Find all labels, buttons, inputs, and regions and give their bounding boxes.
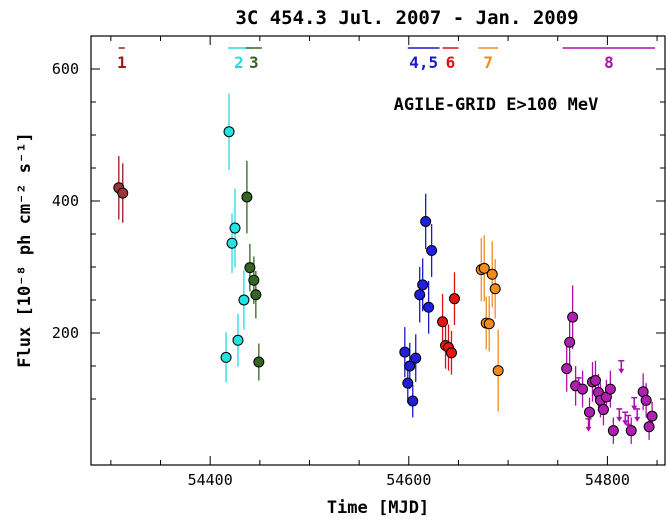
y-tick-label: 600 xyxy=(52,60,79,78)
data-point xyxy=(117,187,129,199)
data-point xyxy=(492,365,504,377)
upper-limit-arrowhead xyxy=(625,423,632,429)
series-1 xyxy=(113,156,129,223)
x-tick-label: 54400 xyxy=(188,471,233,489)
data-point xyxy=(250,289,262,301)
data-point xyxy=(232,334,244,346)
data-point xyxy=(229,222,241,234)
data-point xyxy=(220,351,232,363)
data-point xyxy=(607,425,619,437)
data-point xyxy=(564,336,576,348)
data-point xyxy=(241,191,253,203)
upper-limit-arrowhead xyxy=(622,420,629,426)
data-point xyxy=(238,294,250,306)
data-point xyxy=(244,262,256,274)
data-point xyxy=(567,311,579,323)
data-point xyxy=(420,215,432,227)
data-point xyxy=(437,316,449,328)
data-point xyxy=(399,346,411,358)
data-point xyxy=(489,283,501,295)
series-8 xyxy=(561,285,658,444)
data-point xyxy=(445,347,457,359)
y-tick-label: 200 xyxy=(52,324,79,342)
data-point xyxy=(486,268,498,280)
data-point xyxy=(646,410,658,422)
period-label: 4,5 xyxy=(409,53,438,72)
upper-limit-arrowhead xyxy=(575,385,582,391)
period-label: 1 xyxy=(117,53,127,72)
period-label: 7 xyxy=(483,53,493,72)
data-point xyxy=(483,318,495,330)
data-point xyxy=(584,406,596,418)
data-point xyxy=(604,383,616,395)
x-axis-label: Time [MJD] xyxy=(327,498,429,518)
plot-frame xyxy=(90,35,666,466)
data-point xyxy=(561,363,573,375)
upper-limit-arrowhead xyxy=(616,416,623,422)
y-axis-label: Flux [10⁻⁸ ph cm⁻² s⁻¹] xyxy=(15,132,35,367)
data-point xyxy=(417,279,429,291)
upper-limit-arrowhead xyxy=(618,368,625,374)
upper-limit-arrowhead xyxy=(585,426,592,432)
data-point xyxy=(478,262,490,274)
series-6 xyxy=(437,272,460,375)
upper-limits xyxy=(575,359,641,432)
data-point xyxy=(423,301,435,313)
series-2 xyxy=(220,93,250,383)
period-label: 3 xyxy=(249,53,259,72)
period-label: 6 xyxy=(446,53,456,72)
upper-limit-arrowhead xyxy=(634,416,641,422)
x-tick-label: 54800 xyxy=(585,471,630,489)
data-point xyxy=(448,293,460,305)
data-point xyxy=(625,425,637,437)
data-point xyxy=(426,245,438,256)
data-point xyxy=(643,421,655,433)
series-4-5 xyxy=(399,193,438,418)
data-point xyxy=(410,352,422,364)
data-point xyxy=(597,404,609,416)
data-point xyxy=(589,375,601,387)
data-point xyxy=(248,274,260,286)
data-point xyxy=(402,377,414,389)
data-point xyxy=(407,395,419,407)
data-point xyxy=(253,356,265,368)
data-point xyxy=(640,394,652,406)
data-point xyxy=(404,360,416,372)
period-label: 8 xyxy=(604,53,614,72)
x-tick-label: 54600 xyxy=(386,471,431,489)
instrument-annotation: AGILE-GRID E>100 MeV xyxy=(394,95,599,115)
period-markers: 1 2 3 4,5 6 7 8 xyxy=(117,47,656,72)
data-point xyxy=(414,289,426,301)
period-label: 2 xyxy=(234,53,244,72)
series-7 xyxy=(475,235,504,412)
data-point xyxy=(226,237,238,249)
axis-ticks: 54400 54600 54800 200 400 600 xyxy=(52,36,665,489)
data-point xyxy=(223,126,235,138)
series-3 xyxy=(241,160,265,381)
chart-title: 3C 454.3 Jul. 2007 - Jan. 2009 xyxy=(235,7,578,29)
y-tick-label: 400 xyxy=(52,192,79,210)
data-series xyxy=(113,93,658,444)
